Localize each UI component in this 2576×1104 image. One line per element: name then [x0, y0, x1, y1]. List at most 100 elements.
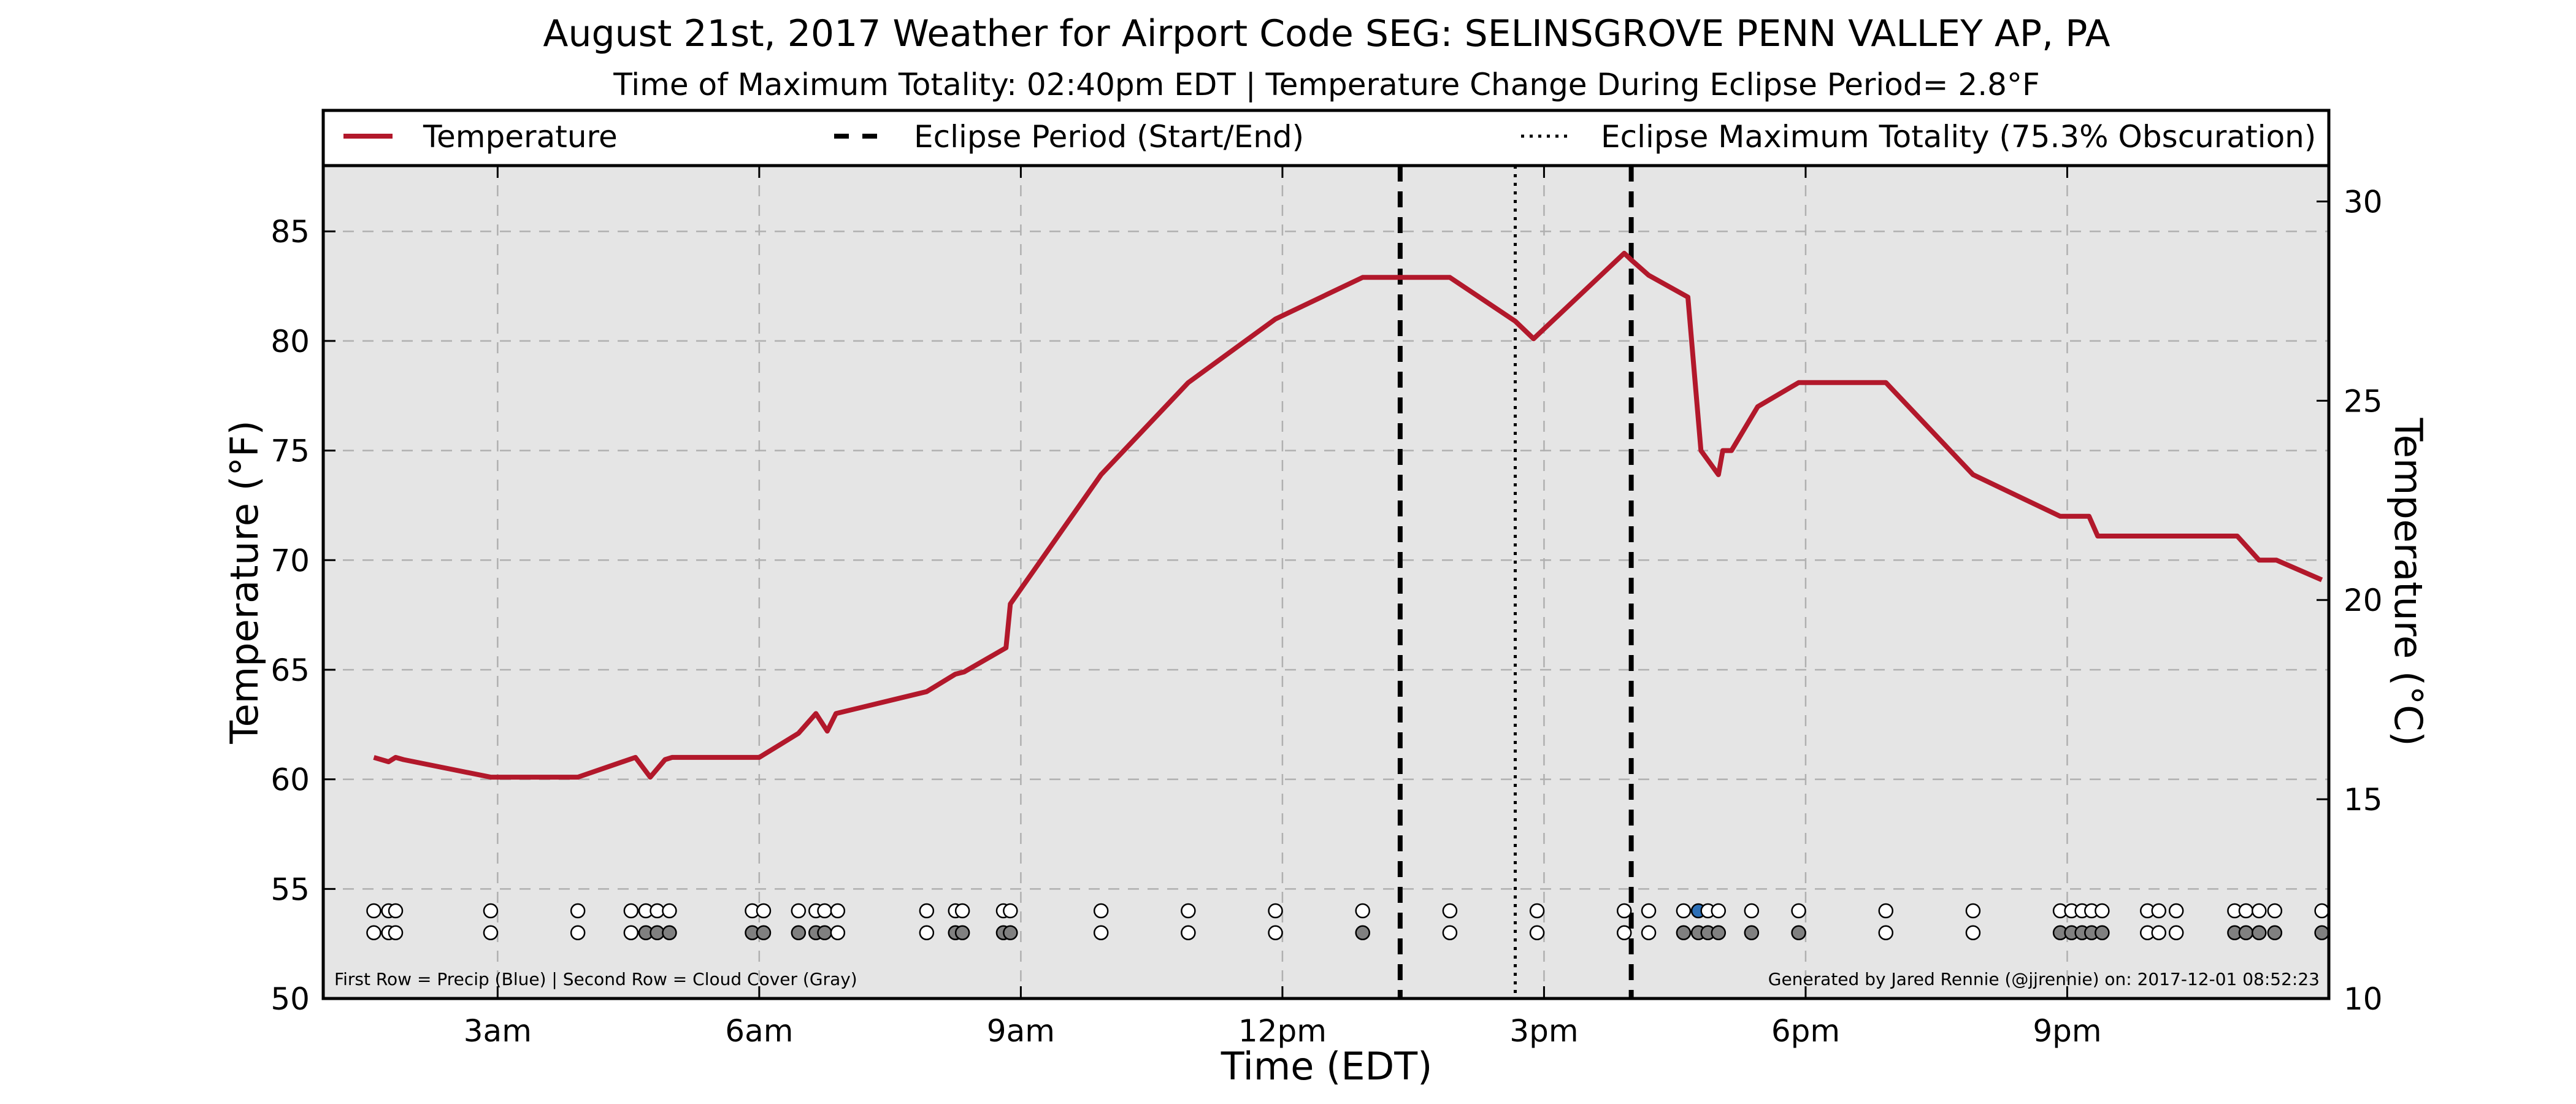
cloud-marker — [919, 925, 935, 941]
precip-marker — [2151, 903, 2167, 919]
cloud-marker — [2168, 925, 2184, 941]
cloud-marker — [1529, 925, 1545, 941]
x-tick-label: 9am — [987, 1013, 1055, 1049]
y-tick-label: 60 — [270, 762, 310, 798]
y2-tick-label: 25 — [2344, 383, 2383, 419]
precip-marker — [1965, 903, 1981, 919]
cloud-marker — [954, 925, 970, 941]
cloud-marker — [2314, 925, 2329, 941]
eclipse-lines — [1397, 166, 1634, 999]
plot-area — [323, 166, 2329, 999]
precip-marker — [2252, 903, 2267, 919]
y-tick-label: 75 — [270, 434, 310, 469]
precip-marker — [756, 903, 772, 919]
cloud-marker — [1965, 925, 1981, 941]
precip-marker — [2238, 903, 2254, 919]
precip-marker — [1878, 903, 1894, 919]
precip-marker — [662, 903, 677, 919]
precip-marker — [483, 903, 499, 919]
precip-marker — [1355, 903, 1370, 919]
cloud-marker — [1711, 925, 1727, 941]
y2-tick-label: 20 — [2344, 583, 2383, 618]
precip-marker — [1791, 903, 1806, 919]
precip-marker — [1003, 903, 1018, 919]
precip-marker — [919, 903, 935, 919]
precip-marker — [817, 903, 832, 919]
cloud-marker — [830, 925, 846, 941]
cloud-marker — [2151, 925, 2167, 941]
cloud-marker — [1268, 925, 1283, 941]
cloud-marker — [1791, 925, 1806, 941]
precip-marker — [1744, 903, 1760, 919]
cloud-marker — [388, 925, 404, 941]
series-layer — [373, 250, 2323, 780]
cloud-marker — [756, 925, 772, 941]
cloud-marker — [1641, 925, 1657, 941]
precip-marker — [830, 903, 846, 919]
x-tick-label: 3am — [464, 1013, 532, 1049]
y-tick-label: 65 — [270, 653, 310, 688]
y-axis-label: Temperature (°F) — [222, 420, 267, 744]
cloud-marker — [1442, 925, 1458, 941]
cloud-marker — [2267, 925, 2283, 941]
temperature-line — [373, 250, 2323, 780]
y-tick-label: 85 — [270, 214, 310, 250]
legend-max-totality-label: Eclipse Maximum Totality (75.3% Obscurat… — [1601, 119, 2316, 155]
precip-marker — [1616, 903, 1632, 919]
x-tick-label: 6pm — [1771, 1013, 1840, 1049]
x-tick-label: 6am — [725, 1013, 793, 1049]
y-tick-label: 80 — [270, 324, 310, 359]
cloud-marker — [483, 925, 499, 941]
cloud-marker — [2238, 925, 2254, 941]
axis-ticks: 3am 6am 9am 12pm 3pm 6pm 9pm 50 55 60 65 70 75 80 85 10… — [270, 166, 2383, 1049]
precip-marker — [954, 903, 970, 919]
precip-marker — [2168, 903, 2184, 919]
observation-markers — [366, 903, 2329, 941]
precip-marker — [1529, 903, 1545, 919]
chart-title: August 21st, 2017 Weather for Airport Co… — [543, 12, 2110, 55]
precip-marker — [1641, 903, 1657, 919]
plot-frame — [321, 164, 2331, 1000]
cloud-marker — [1181, 925, 1196, 941]
precip-marker — [1181, 903, 1196, 919]
footnote-right: Generated by Jared Rennie (@jjrennie) on… — [1768, 969, 2320, 989]
cloud-marker — [1744, 925, 1760, 941]
y-tick-label: 50 — [270, 981, 310, 1017]
cloud-marker — [1616, 925, 1632, 941]
precip-marker — [2267, 903, 2283, 919]
y2-tick-label: 10 — [2344, 981, 2383, 1017]
y2-tick-label: 30 — [2344, 184, 2383, 220]
y-tick-label: 70 — [270, 543, 310, 578]
cloud-marker — [366, 925, 381, 941]
cloud-marker — [1355, 925, 1370, 941]
cloud-marker — [817, 925, 832, 941]
y2-tick-label: 15 — [2344, 782, 2383, 818]
chart-subtitle: Time of Maximum Totality: 02:40pm EDT | … — [613, 67, 2039, 102]
cloud-marker — [662, 925, 677, 941]
cloud-marker — [1878, 925, 1894, 941]
cloud-marker — [623, 925, 639, 941]
precip-marker — [1093, 903, 1109, 919]
cloud-marker — [570, 925, 586, 941]
cloud-marker — [1093, 925, 1109, 941]
cloud-marker — [1676, 925, 1692, 941]
precip-marker — [791, 903, 807, 919]
precip-marker — [570, 903, 586, 919]
y2-axis-label: Temperature (°C) — [2386, 417, 2431, 746]
cloud-marker — [2095, 925, 2110, 941]
cloud-marker — [791, 925, 807, 941]
legend-temperature-label: Temperature — [423, 119, 618, 155]
precip-marker — [1268, 903, 1283, 919]
x-axis-label: Time (EDT) — [1221, 1044, 1433, 1089]
x-tick-label: 12pm — [1238, 1013, 1327, 1049]
cloud-marker — [1003, 925, 1018, 941]
precip-marker — [366, 903, 381, 919]
precip-marker — [2095, 903, 2110, 919]
precip-marker — [1442, 903, 1458, 919]
precip-marker — [1711, 903, 1727, 919]
precip-marker — [388, 903, 404, 919]
x-tick-label: 9pm — [2033, 1013, 2101, 1049]
precip-marker — [623, 903, 639, 919]
legend-eclipse-period-label: Eclipse Period (Start/End) — [914, 119, 1304, 155]
